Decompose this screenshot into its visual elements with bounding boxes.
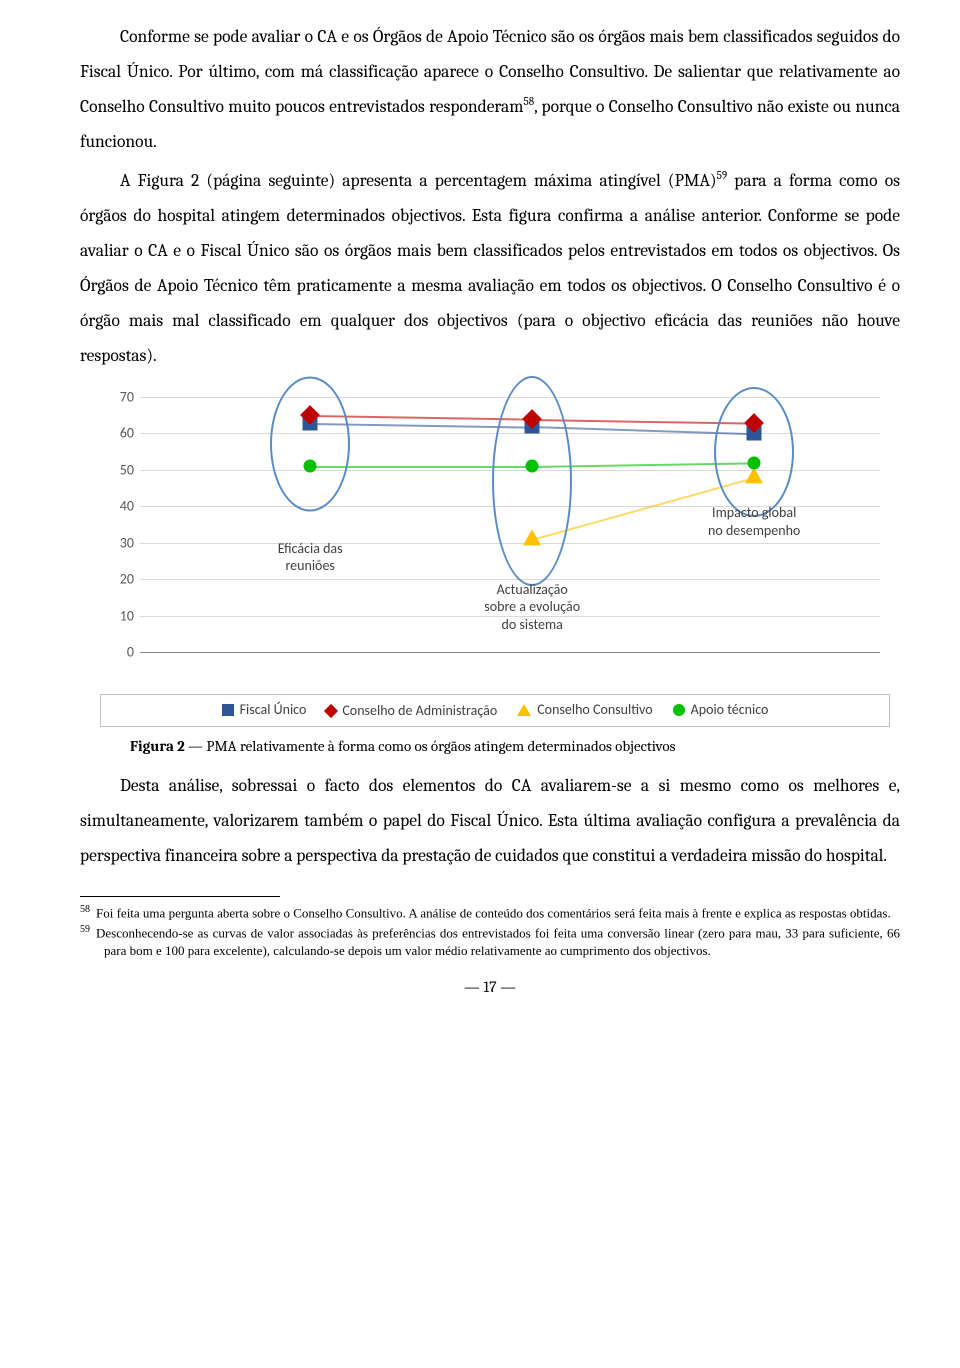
footnote: 59 Desconhecendo-se as curvas de valor as… bbox=[80, 923, 900, 959]
chart-marker bbox=[745, 468, 763, 484]
chart-ytick-label: 10 bbox=[100, 607, 134, 624]
chart-ytick-label: 50 bbox=[100, 461, 134, 478]
chart-category-label: Actualizaçãosobre a evoluçãodo sistema bbox=[457, 581, 607, 634]
paragraph-1: Conforme se pode avaliar o CA e os Órgão… bbox=[80, 20, 900, 160]
chart-grouping-oval bbox=[714, 387, 794, 517]
chart-grouping-oval bbox=[492, 376, 572, 586]
figure-label: Figura 2 bbox=[130, 737, 185, 755]
chart-ytick-label: 20 bbox=[100, 571, 134, 588]
chart-marker bbox=[526, 460, 539, 473]
figure-text: PMA relativamente à forma como os órgãos… bbox=[206, 737, 675, 755]
footnotes-separator bbox=[80, 896, 280, 897]
chart-ytick-label: 70 bbox=[100, 389, 134, 406]
paragraph-2-text-b: para a forma como os órgãos do hospital … bbox=[80, 171, 900, 366]
chart-gridline bbox=[140, 652, 880, 653]
chart-legend: Fiscal Único Conselho de Administração Con… bbox=[100, 694, 890, 727]
legend-item: Apoio técnico bbox=[673, 701, 769, 718]
chart-category-label: Eficácia dasreuniões bbox=[235, 540, 385, 575]
footnote-number: 59 bbox=[80, 924, 90, 935]
footnote-text: Foi feita uma pergunta aberta sobre o Co… bbox=[96, 905, 891, 920]
legend-swatch-icon bbox=[222, 704, 234, 716]
paragraph-2-text-a: A Figura 2 (página seguinte) apresenta a… bbox=[120, 171, 717, 191]
legend-label: Fiscal Único bbox=[240, 701, 307, 718]
legend-swatch-icon bbox=[324, 703, 338, 717]
legend-item: Conselho Consultivo bbox=[517, 701, 652, 718]
paragraph-3: Desta análise, sobressai o facto dos ele… bbox=[80, 769, 900, 874]
legend-item: Fiscal Único bbox=[222, 701, 307, 718]
legend-label: Apoio técnico bbox=[691, 701, 769, 718]
figure-2-caption: Figura 2 — PMA relativamente à forma com… bbox=[130, 737, 900, 755]
paragraph-2: A Figura 2 (página seguinte) apresenta a… bbox=[80, 164, 900, 374]
chart-grouping-oval bbox=[270, 377, 350, 512]
chart-ytick-label: 30 bbox=[100, 534, 134, 551]
figure-sep: — bbox=[185, 737, 207, 755]
chart-ytick-label: 40 bbox=[100, 498, 134, 515]
page-number: — 17 — bbox=[80, 978, 900, 996]
legend-swatch-icon bbox=[517, 704, 531, 716]
legend-label: Conselho de Administração bbox=[342, 702, 497, 719]
footnote-ref-59: 59 bbox=[717, 169, 727, 182]
chart-ytick-label: 60 bbox=[100, 425, 134, 442]
chart-marker bbox=[304, 460, 317, 473]
legend-label: Conselho Consultivo bbox=[537, 701, 652, 718]
legend-item: Conselho de Administração bbox=[326, 702, 497, 719]
figure-2-chart: 0 10 20 30 40 50 60 70 Eficácia dasreuniões Actu… bbox=[100, 392, 890, 727]
footnote-ref-58: 58 bbox=[524, 95, 535, 108]
footnote-number: 58 bbox=[80, 904, 90, 915]
chart-marker bbox=[748, 456, 761, 469]
footnote: 58 Foi feita uma pergunta aberta sobre o … bbox=[80, 903, 900, 922]
chart-marker bbox=[523, 529, 541, 545]
chart-ytick-label: 0 bbox=[100, 644, 134, 661]
chart-category-label: Impacto globalno desempenho bbox=[679, 504, 829, 539]
footnote-text: Desconhecendo-se as curvas de valor asso… bbox=[96, 926, 900, 959]
legend-swatch-icon bbox=[673, 704, 685, 716]
